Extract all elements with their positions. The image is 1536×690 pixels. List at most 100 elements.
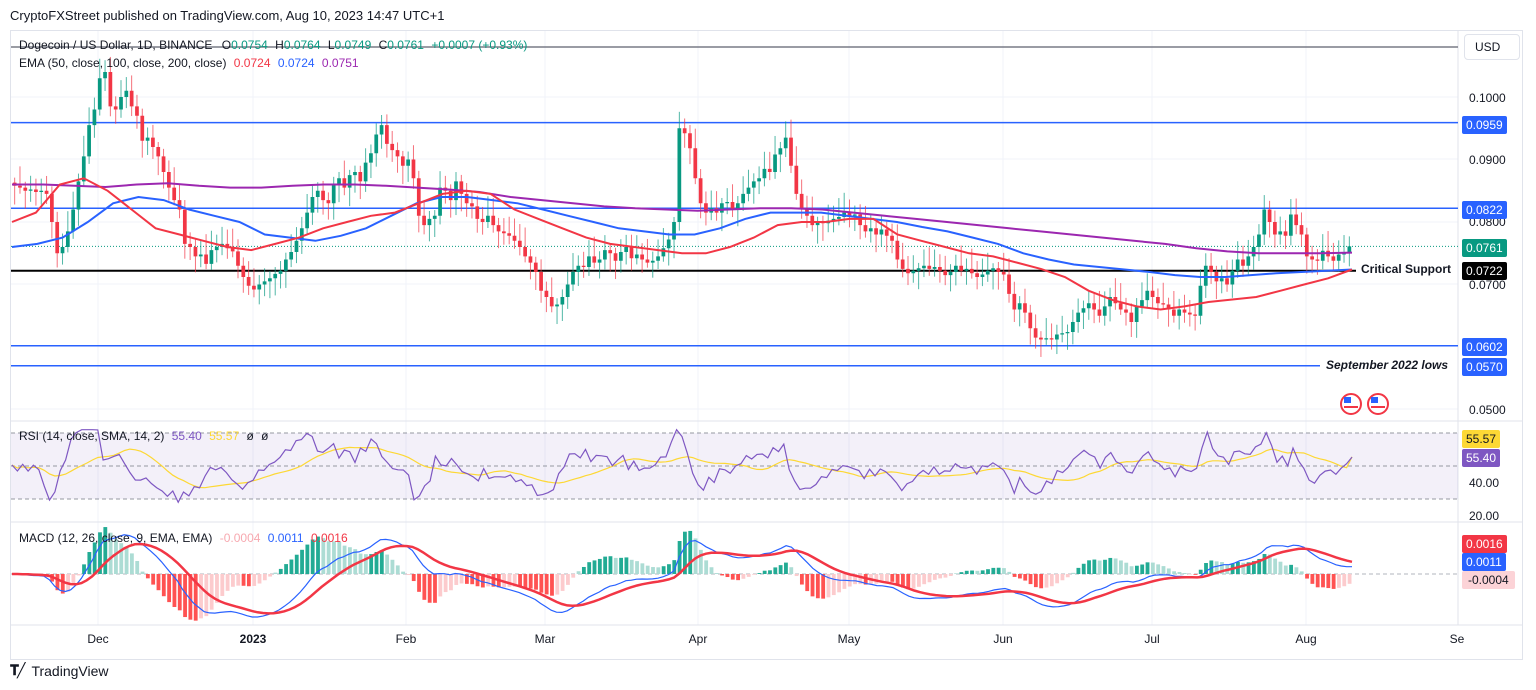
candle-body (486, 215, 490, 222)
rsi-tick: 40.00 (1469, 476, 1500, 490)
rsi-tick: 20.00 (1469, 509, 1500, 523)
candle-body (241, 265, 246, 277)
candle-body (868, 228, 873, 232)
macd-histogram-bar (241, 574, 246, 586)
macd-histogram-bar (688, 530, 693, 574)
macd-histogram-bar (1124, 562, 1129, 574)
candle-body (1209, 265, 1213, 272)
macd-histogram-bar (108, 532, 113, 574)
candle-body (688, 133, 692, 149)
candle-body (65, 231, 70, 247)
macd-histogram-bar (1209, 560, 1214, 574)
macd-histogram-bar (752, 574, 756, 575)
macd-label: MACD (12, 26, close, 9, EMA, EMA) (19, 531, 213, 545)
candle-body (358, 172, 363, 182)
rsi-legend: RSI (14, close, SMA, 14, 2) 55.40 55.57 … (19, 429, 273, 443)
candle-body (810, 215, 815, 226)
candle-body (1108, 297, 1112, 307)
macd-histogram-bar (1087, 560, 1091, 574)
candle-body (379, 125, 384, 135)
macd-histogram-bar (1299, 571, 1304, 574)
candle-body (342, 178, 347, 188)
macd-histogram-bar (135, 561, 140, 574)
macd-histogram-bar (231, 574, 235, 587)
macd-histogram-bar (810, 574, 815, 597)
price-tick: 0.0700 (1469, 278, 1506, 292)
macd-histogram-bar (71, 574, 76, 586)
macd-histogram-bar (1321, 574, 1325, 588)
candle-body (1203, 265, 1208, 286)
macd-histogram-bar (794, 574, 799, 577)
macd-histogram-bar (1156, 564, 1161, 574)
candle-body (1007, 274, 1011, 294)
macd-histogram-bar (480, 574, 485, 588)
macd-histogram-bar (672, 560, 677, 574)
candle-body (395, 150, 400, 157)
macd-histogram-bar (555, 574, 560, 595)
candle-body (257, 284, 262, 290)
macd-histogram-bar (103, 527, 108, 574)
candle-body (156, 147, 161, 157)
candle-body (571, 272, 575, 285)
candle-body (746, 187, 751, 194)
candle-body (1304, 234, 1309, 257)
candle-body (720, 203, 724, 213)
candle-body (1049, 338, 1054, 340)
macd-histogram-bar (422, 574, 427, 600)
candle-body (1070, 322, 1075, 332)
support-tag-0602: 0.0602 (1462, 338, 1507, 356)
candle-body (581, 265, 586, 267)
macd-histogram-bar (789, 567, 794, 574)
macd-histogram-bar (470, 574, 475, 585)
macd-histogram-bar (613, 557, 618, 574)
footer-brand[interactable]: TradingView (31, 662, 109, 679)
macd-histogram-bar (741, 574, 746, 579)
macd-histogram-bar (316, 536, 320, 574)
macd-histogram-bar (698, 549, 703, 574)
macd-histogram-bar (1273, 558, 1278, 574)
macd-legend: MACD (12, 26, close, 9, EMA, EMA) -0.000… (19, 531, 352, 545)
macd-histogram-bar (294, 554, 299, 574)
macd-histogram-bar (390, 559, 395, 574)
time-label-sep: Se (1449, 632, 1465, 646)
candle-body (762, 168, 767, 179)
candle-body (1219, 278, 1224, 282)
macd-histogram-bar (332, 541, 336, 574)
candle-body (608, 250, 613, 254)
candle-body (996, 268, 1001, 272)
macd-histogram-bar (1214, 561, 1219, 574)
candle-body (103, 72, 107, 79)
close-label: C (378, 38, 388, 52)
candle-body (337, 178, 341, 185)
macd-histogram-bar (757, 573, 762, 574)
macd-histogram-bar (486, 574, 491, 587)
macd-histogram-bar (443, 574, 448, 593)
macd-hist-tag: -0.0004 (1462, 571, 1515, 589)
macd-histogram-bar (172, 574, 177, 607)
candle-body (1055, 334, 1059, 340)
macd-histogram-bar (348, 547, 352, 574)
candle-body (1092, 303, 1096, 310)
candle-body (1262, 209, 1267, 235)
candle-body (815, 222, 820, 226)
macd-histogram-bar (193, 574, 198, 621)
candle-body (464, 193, 469, 204)
candle-body (1028, 312, 1033, 329)
candle-body (81, 156, 86, 182)
candle-body (50, 193, 54, 222)
macd-histogram-bar (831, 574, 836, 596)
candle-body (603, 250, 607, 260)
candle-body (900, 259, 905, 269)
candle-body (751, 181, 756, 188)
macd-histogram-bar (246, 574, 251, 587)
candle-body (704, 203, 708, 213)
macd-histogram-bar (98, 532, 102, 574)
candle-body (735, 203, 740, 210)
september-lows-label: September 2022 lows (1323, 358, 1452, 372)
currency-button[interactable]: USD (1464, 34, 1520, 60)
macd-histogram-bar (539, 574, 544, 593)
candle-body (863, 225, 868, 232)
macd-histogram-bar (592, 560, 597, 574)
macd-histogram-bar (959, 572, 964, 574)
